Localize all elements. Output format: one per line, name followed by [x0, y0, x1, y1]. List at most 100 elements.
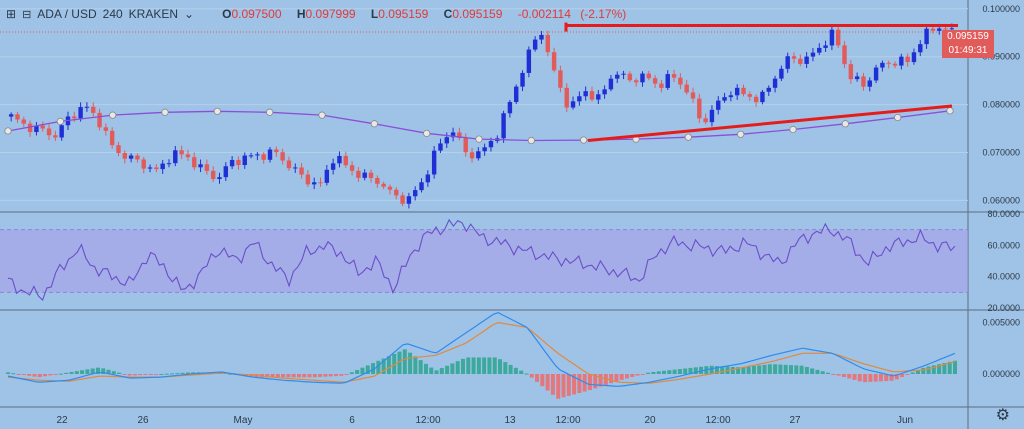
- candle-body: [255, 154, 260, 156]
- symbol-label[interactable]: ADA / USD: [37, 7, 97, 21]
- candle-body: [911, 52, 917, 63]
- macd-histogram-bar: [302, 374, 307, 378]
- candle-body: [141, 159, 146, 169]
- rsi-tick-label: 80.0000: [987, 209, 1020, 219]
- macd-histogram-bar: [386, 356, 391, 374]
- macd-histogram-bar: [275, 374, 280, 378]
- candle-body: [469, 152, 475, 159]
- candle-body: [785, 56, 790, 69]
- candle-body: [779, 68, 784, 79]
- macd-histogram-bar: [836, 374, 841, 376]
- candle-body: [450, 132, 456, 138]
- candle-body: [242, 155, 247, 166]
- candle-body: [810, 52, 816, 57]
- time-axis-label: 22: [56, 415, 68, 426]
- rsi-tick-label: 40.0000: [987, 272, 1020, 282]
- candle-body: [267, 149, 273, 160]
- macd-histogram-bar: [371, 363, 376, 374]
- candle-body: [583, 91, 588, 97]
- macd-histogram-bar: [677, 369, 682, 374]
- macd-histogram-bar: [646, 372, 651, 374]
- macd-histogram-bar: [159, 373, 164, 375]
- macd-histogram-bar: [291, 374, 296, 378]
- macd-histogram-bar: [651, 371, 656, 374]
- candle-body: [558, 70, 563, 88]
- candle-body: [501, 113, 506, 139]
- interval-label[interactable]: 240: [102, 7, 123, 21]
- candle-body: [867, 80, 872, 87]
- macd-histogram-bar: [138, 374, 143, 376]
- candle-body: [337, 155, 342, 164]
- candle-body: [381, 183, 386, 187]
- macd-histogram-bar: [148, 374, 153, 375]
- price-tick-label: 0.080000: [982, 100, 1020, 110]
- macd-histogram-bar: [566, 374, 571, 396]
- macd-histogram-bar: [609, 374, 614, 384]
- ma-marker: [161, 108, 169, 116]
- candle-body: [772, 78, 778, 88]
- price-tick-label: 0.070000: [982, 148, 1020, 158]
- macd-histogram-bar: [95, 367, 100, 374]
- candle-body: [46, 128, 52, 136]
- macd-histogram-bar: [312, 374, 317, 378]
- macd-histogram-bar: [127, 374, 132, 376]
- candle-body: [248, 155, 254, 157]
- macd-histogram-bar: [736, 367, 741, 374]
- macd-histogram-bar: [16, 374, 21, 375]
- chevron-down-icon[interactable]: ⌄: [184, 7, 195, 21]
- candle-body: [375, 177, 380, 184]
- macd-histogram-bar: [32, 374, 37, 377]
- macd-histogram-bar: [863, 374, 868, 383]
- candle-body: [109, 130, 115, 146]
- candle-body: [91, 106, 96, 113]
- candle-body: [551, 52, 557, 71]
- ma-marker: [684, 133, 692, 141]
- expand-icon[interactable]: ⊞: [6, 7, 17, 21]
- candle-body: [766, 87, 771, 92]
- macd-histogram-bar: [751, 366, 756, 374]
- macd-histogram-bar: [746, 366, 751, 374]
- candle-body: [166, 163, 172, 165]
- gear-icon[interactable]: ⚙: [995, 407, 1010, 424]
- macd-histogram-bar: [630, 374, 635, 378]
- candle-body: [937, 28, 942, 31]
- macd-histogram-bar: [577, 374, 582, 393]
- settings-small-icon[interactable]: ⊟: [22, 8, 32, 21]
- macd-histogram-bar: [889, 374, 894, 381]
- macd-histogram-bar: [471, 357, 476, 374]
- macd-tick-label: 0.005000: [982, 317, 1020, 327]
- macd-histogram-bar: [122, 374, 127, 375]
- macd-histogram-bar: [508, 364, 513, 374]
- macd-histogram-bar: [58, 373, 63, 375]
- candle-body: [596, 94, 601, 100]
- macd-histogram-bar: [857, 374, 862, 382]
- macd-histogram-bar: [191, 372, 196, 374]
- ma-marker: [737, 130, 745, 138]
- candle-body: [15, 114, 20, 120]
- macd-histogram-bar: [524, 373, 529, 375]
- time-axis-label: 20: [644, 415, 656, 426]
- candle-body: [457, 132, 462, 139]
- macd-histogram-bar: [328, 374, 333, 377]
- candle-body: [532, 39, 538, 50]
- ma-marker: [318, 111, 326, 119]
- candle-body: [514, 86, 519, 103]
- macd-histogram-bar: [286, 374, 291, 378]
- macd-histogram-bar: [392, 353, 397, 374]
- candle-body: [192, 157, 197, 168]
- macd-histogram-bar: [714, 366, 719, 374]
- macd-histogram-bar: [318, 374, 323, 377]
- ma-marker: [789, 125, 797, 134]
- macd-histogram-bar: [810, 368, 815, 374]
- macd-histogram-bar: [894, 374, 899, 380]
- exchange-label[interactable]: KRAKEN: [128, 7, 179, 21]
- candle-body: [918, 44, 923, 53]
- candle-body: [173, 150, 178, 164]
- macd-histogram-bar: [900, 374, 905, 378]
- macd-histogram-bar: [228, 373, 233, 375]
- macd-histogram-bar: [460, 358, 465, 374]
- price-tick-label: 0.060000: [982, 195, 1020, 205]
- candle-body: [627, 73, 633, 81]
- support-trendline: [587, 104, 953, 143]
- candle-body: [728, 95, 734, 98]
